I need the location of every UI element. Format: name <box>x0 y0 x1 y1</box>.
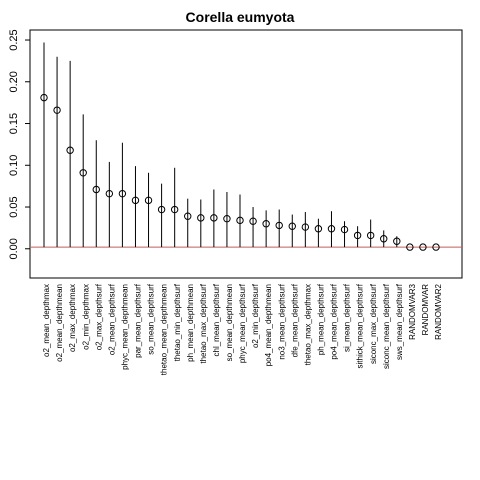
data-point <box>340 225 349 234</box>
x-tick-label: o2_max_depthmax <box>68 284 77 352</box>
x-tick-label: RANDOMVAR2 <box>434 283 443 339</box>
x-tick-label: ph_mean_depthsurf <box>317 283 326 355</box>
x-tick-label: thetao_mean_depthmean <box>160 284 169 375</box>
x-tick-label: o2_min_depthsurf <box>251 283 260 348</box>
x-tick-label: po4_mean_depthsurf <box>330 283 339 359</box>
data-point <box>314 225 323 233</box>
data-point <box>419 243 427 251</box>
x-tick-label: sws_mean_depthsurf <box>395 283 404 360</box>
x-tick-label: siconc_max_depthsurf <box>369 283 378 364</box>
data-points <box>40 93 440 251</box>
data-point <box>275 221 283 230</box>
x-tick-label: thetao_max_depthmax <box>303 284 312 365</box>
x-axis-labels: o2_mean_depthmax o2_mean_depthmean o2_max_… <box>42 283 443 375</box>
data-point <box>432 243 440 251</box>
data-point <box>170 205 179 214</box>
data-point <box>53 106 61 114</box>
x-tick-label: o2_mean_depthmax <box>42 284 51 357</box>
data-point <box>380 235 388 243</box>
y-axis: 0.00 0.05 0.10 0.15 0.20 0.25 <box>8 29 30 259</box>
x-tick-label: phyc_mean_depthmean <box>121 284 130 370</box>
data-point <box>262 220 270 228</box>
data-point <box>288 222 296 230</box>
data-point <box>366 231 375 240</box>
data-point <box>92 185 100 194</box>
data-point <box>157 205 166 214</box>
x-tick-label: ph_mean_depthmean <box>186 284 195 362</box>
data-point <box>79 169 87 177</box>
x-tick-label: RANDOMVAR3 <box>408 283 417 339</box>
x-tick-label: phyc_mean_depthsurf <box>238 283 247 363</box>
x-tick-label: sithick_mean_depthsurf <box>356 283 365 368</box>
y-tick-label: 0.00 <box>8 238 20 259</box>
x-tick-label: siconc_mean_depthsurf <box>382 283 391 369</box>
x-tick-label: no3_mean_depthsurf <box>277 283 286 359</box>
data-point <box>249 217 257 225</box>
data-point <box>406 243 414 251</box>
x-tick-label: so_mean_depthmean <box>225 284 234 361</box>
x-tick-label: thetao_min_depthsurf <box>173 283 182 361</box>
x-tick-label: dfe_mean_depthsurf <box>290 283 299 357</box>
data-point <box>105 189 114 198</box>
error-bars <box>43 42 398 248</box>
data-point <box>118 189 127 198</box>
x-tick-label: o2_mean_depthsurf <box>107 283 116 355</box>
data-point <box>66 146 74 154</box>
data-point <box>144 196 153 205</box>
data-point <box>236 216 244 225</box>
y-tick-label: 0.05 <box>8 196 20 217</box>
data-point <box>131 196 140 205</box>
data-point <box>40 93 48 102</box>
data-point <box>210 214 218 222</box>
x-tick-label: thetao_max_depthsurf <box>199 283 208 363</box>
y-tick-label: 0.25 <box>8 29 20 50</box>
data-point <box>184 212 192 220</box>
x-tick-label: so_mean_depthsurf <box>147 283 156 354</box>
x-tick-label: po4_mean_depthmean <box>264 284 273 366</box>
data-point <box>393 237 401 245</box>
x-tick-label: si_mean_depthsurf <box>343 283 352 352</box>
chart-title: Corella eumyota <box>186 9 295 25</box>
x-tick-label: par_mean_depthsurf <box>134 283 143 358</box>
x-tick-label: o2_min_depthmax <box>81 284 90 350</box>
x-tick-label: RANDOMVAR <box>421 284 430 336</box>
data-point <box>223 215 231 223</box>
data-point <box>301 223 310 231</box>
x-tick-label: chl_mean_depthsurf <box>212 283 221 356</box>
x-tick-label: o2_mean_depthmean <box>55 284 64 362</box>
data-point <box>353 231 362 240</box>
x-tick-label: o2_max_depthsurf <box>94 283 103 350</box>
y-tick-label: 0.15 <box>8 113 20 134</box>
y-tick-label: 0.10 <box>8 155 20 176</box>
plot-frame <box>29 29 463 279</box>
y-tick-label: 0.20 <box>8 71 20 92</box>
data-point <box>197 214 205 222</box>
data-point <box>327 225 336 233</box>
